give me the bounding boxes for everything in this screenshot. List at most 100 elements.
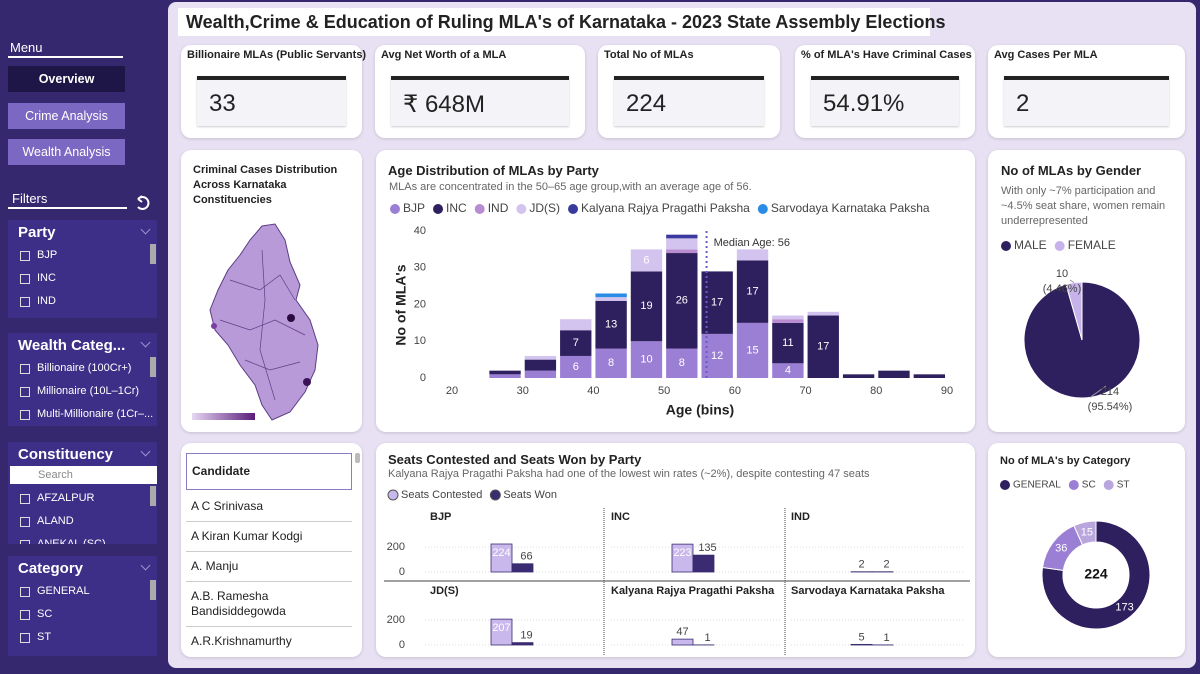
data-label: 2	[858, 559, 864, 571]
bar-segment	[807, 311, 839, 316]
menu-button[interactable]: Overview	[8, 66, 125, 92]
y-tick-label: 0	[420, 372, 426, 384]
legend-marker	[1054, 241, 1065, 251]
kpi-value: 2	[1016, 90, 1030, 117]
scrollbar[interactable]	[150, 244, 156, 264]
data-label: 10	[640, 354, 652, 366]
panel-title: Sarvodaya Karnataka Paksha	[791, 585, 945, 597]
filters-label: Filters	[12, 191, 48, 206]
chevron[interactable]	[140, 446, 151, 457]
checkbox[interactable]	[20, 251, 30, 261]
y-tick-label: 200	[387, 614, 405, 626]
menu-button[interactable]: Wealth Analysis	[8, 139, 125, 165]
kpi-label: Billionaire MLAs (Public Servants)	[187, 49, 367, 61]
bar-segment	[772, 363, 804, 378]
filter-item: BJP	[37, 249, 58, 261]
filter-item: SC	[37, 608, 53, 620]
search-box[interactable]: Search	[10, 466, 157, 484]
y-tick-label: 0	[399, 639, 405, 651]
donut-total: 224	[1084, 566, 1108, 582]
map-title: Criminal Cases Distribution Across Karna…	[193, 164, 338, 206]
data-label: 11	[782, 337, 793, 349]
x-tick-label: 70	[799, 385, 811, 397]
data-label: 8	[679, 357, 685, 369]
checkbox[interactable]	[20, 540, 30, 544]
chart-title: Seats Contested and Seats Won by Party	[388, 452, 642, 467]
chevron[interactable]	[140, 337, 151, 348]
checkbox[interactable]	[20, 587, 30, 597]
checkbox[interactable]	[20, 297, 30, 307]
legend-marker	[1068, 480, 1079, 490]
map-border	[259, 249, 276, 401]
checkbox[interactable]	[20, 517, 30, 527]
title-bar: Wealth,Crime & Education of Ruling MLA's…	[178, 8, 945, 36]
filter-item: INC	[37, 272, 56, 284]
donut-slice	[1041, 520, 1151, 630]
bar	[490, 543, 513, 573]
bar-segment	[807, 315, 839, 378]
scrollbar[interactable]	[355, 453, 360, 463]
menu-button[interactable]: Crime Analysis	[8, 103, 125, 129]
bar-segment	[772, 319, 804, 323]
data-label: 6	[573, 361, 579, 373]
data-label: 223	[673, 547, 691, 559]
legend-label: Seats Won	[503, 489, 557, 501]
checkbox[interactable]	[20, 633, 30, 643]
bar-segment	[666, 253, 698, 349]
legend-label: Kalyana Rajya Pragathi Paksha	[581, 201, 750, 215]
chevron[interactable]	[140, 224, 151, 235]
table-row[interactable]: A.R.Krishnamurthy	[186, 627, 352, 650]
data-label: 36	[1055, 543, 1067, 555]
map-border	[244, 359, 301, 371]
table-row[interactable]: A. Manju	[186, 552, 352, 582]
checkbox[interactable]	[20, 364, 30, 374]
leader-line	[1089, 385, 1107, 398]
bar-segment	[595, 348, 627, 378]
reset-icon[interactable]	[137, 195, 150, 210]
y-tick-label: 20	[414, 298, 426, 310]
checkbox[interactable]	[20, 610, 30, 620]
data-label: 1	[704, 632, 710, 644]
x-tick-label: 50	[658, 385, 670, 397]
kpi-value: 224	[626, 90, 667, 117]
y-tick-label: 10	[414, 335, 426, 347]
percent-label: (95.54%)	[1088, 401, 1133, 413]
table-header: Candidate	[186, 453, 352, 490]
bar	[511, 563, 534, 573]
percent-label: (4.46%)	[1043, 283, 1082, 295]
kpi-value: 54.91%	[823, 90, 905, 117]
chart-subtitle: MLAs are concentrated in the 50–65 age g…	[389, 181, 752, 193]
kpi-box	[391, 76, 569, 126]
table-row[interactable]: A.B. Ramesha Bandisiddegowda	[186, 582, 352, 627]
data-label: 2	[883, 559, 889, 571]
filter-title: Party	[18, 224, 56, 241]
bar-segment	[878, 370, 910, 378]
bar-segment	[842, 374, 875, 378]
scrollbar[interactable]	[150, 357, 156, 377]
table-row[interactable]: A C Srinivasa	[186, 492, 352, 522]
bar-segment	[666, 238, 698, 250]
bar	[490, 618, 513, 646]
table-row[interactable]: A Kiran Kumar Kodgi	[186, 522, 352, 552]
scrollbar[interactable]	[150, 580, 156, 600]
filter-item: ST	[37, 631, 52, 643]
bar-segment	[630, 249, 663, 272]
filter-item: AFZALPUR	[37, 492, 95, 504]
bar-segment	[489, 370, 521, 375]
y-tick-label: 30	[414, 262, 426, 274]
chart-title: Age Distribution of MLAs by Party	[388, 163, 599, 178]
menu-label: Menu	[10, 40, 43, 55]
checkbox[interactable]	[20, 410, 30, 420]
filter-group: Category GENERAL SC ST	[8, 556, 157, 656]
x-tick-label: 40	[587, 385, 599, 397]
kpi-box	[614, 76, 764, 126]
panel-title: JD(S)	[430, 585, 459, 597]
checkbox[interactable]	[20, 387, 30, 397]
kpi-value: 33	[209, 90, 236, 117]
scrollbar[interactable]	[150, 486, 156, 506]
checkbox[interactable]	[20, 274, 30, 284]
chevron[interactable]	[140, 560, 151, 571]
legend-marker	[387, 489, 399, 501]
checkbox[interactable]	[20, 494, 30, 504]
